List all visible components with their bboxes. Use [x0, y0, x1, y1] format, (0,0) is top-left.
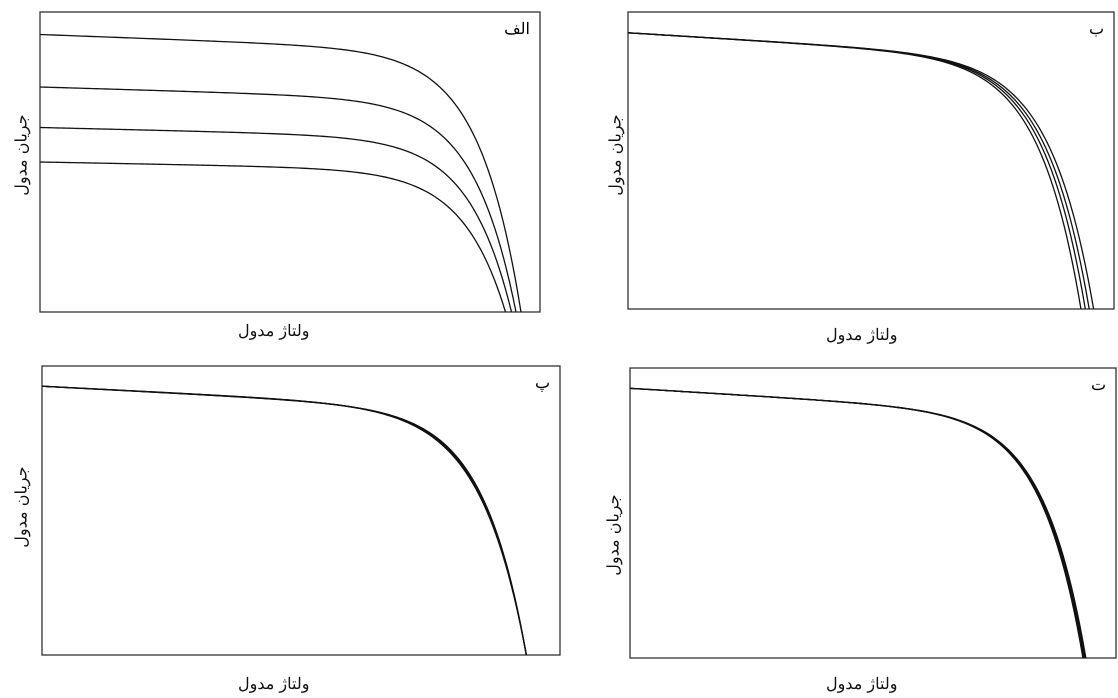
chart-panel-t: ت جریان مدول ولتاژ مدول — [580, 360, 1118, 698]
panel-label: الف — [504, 19, 530, 38]
y-axis-label: جریان مدول — [605, 114, 625, 196]
x-axis-label: ولتاژ مدول — [826, 325, 898, 344]
iv-curve-series-1 — [629, 387, 1087, 659]
iv-curve-series-1 — [41, 385, 527, 656]
plot-frame — [627, 11, 1115, 310]
iv-curve-series-3 — [629, 387, 1085, 659]
iv-curve-series-3 — [41, 385, 527, 656]
iv-curve-series-3 — [627, 32, 1086, 310]
panel-label: پ — [535, 373, 550, 392]
plot-frame — [629, 367, 1117, 659]
iv-curve-series-1 — [627, 32, 1095, 310]
chart-plot-a: الف — [39, 11, 541, 313]
chart-plot-b: ب — [627, 11, 1115, 310]
chart-panel-b: ب جریان مدول ولتاژ مدول — [580, 0, 1118, 350]
panel-label: ت — [1091, 375, 1106, 394]
chart-panel-p: پ جریان مدول ولتاژ مدول — [0, 352, 561, 698]
iv-curve-series-2 — [627, 32, 1090, 310]
chart-plot-p: پ — [41, 365, 561, 656]
iv-curve-series-4 — [627, 32, 1082, 310]
y-axis-label: جریان مدول — [11, 466, 31, 548]
iv-curve-series-4 — [39, 161, 507, 313]
x-axis-label: ولتاژ مدول — [826, 674, 898, 693]
chart-panel-a: الف جریان مدول ولتاژ مدول — [0, 0, 560, 350]
iv-curve-series-2 — [41, 385, 527, 656]
x-axis-label: ولتاژ مدول — [238, 674, 310, 693]
x-axis-label: ولتاژ مدول — [238, 321, 310, 340]
chart-plot-t: ت — [629, 367, 1117, 659]
iv-curve-series-4 — [629, 387, 1084, 659]
iv-curve-series-4 — [41, 385, 527, 656]
iv-curve-series-3 — [39, 126, 513, 313]
panel-label: ب — [1089, 19, 1104, 38]
iv-curve-series-1 — [39, 33, 522, 313]
iv-curve-series-2 — [629, 387, 1086, 659]
plot-frame — [41, 365, 561, 656]
y-axis-label: جریان مدول — [11, 114, 31, 196]
y-axis-label: جریان مدول — [603, 494, 623, 576]
iv-curve-series-2 — [39, 86, 517, 313]
